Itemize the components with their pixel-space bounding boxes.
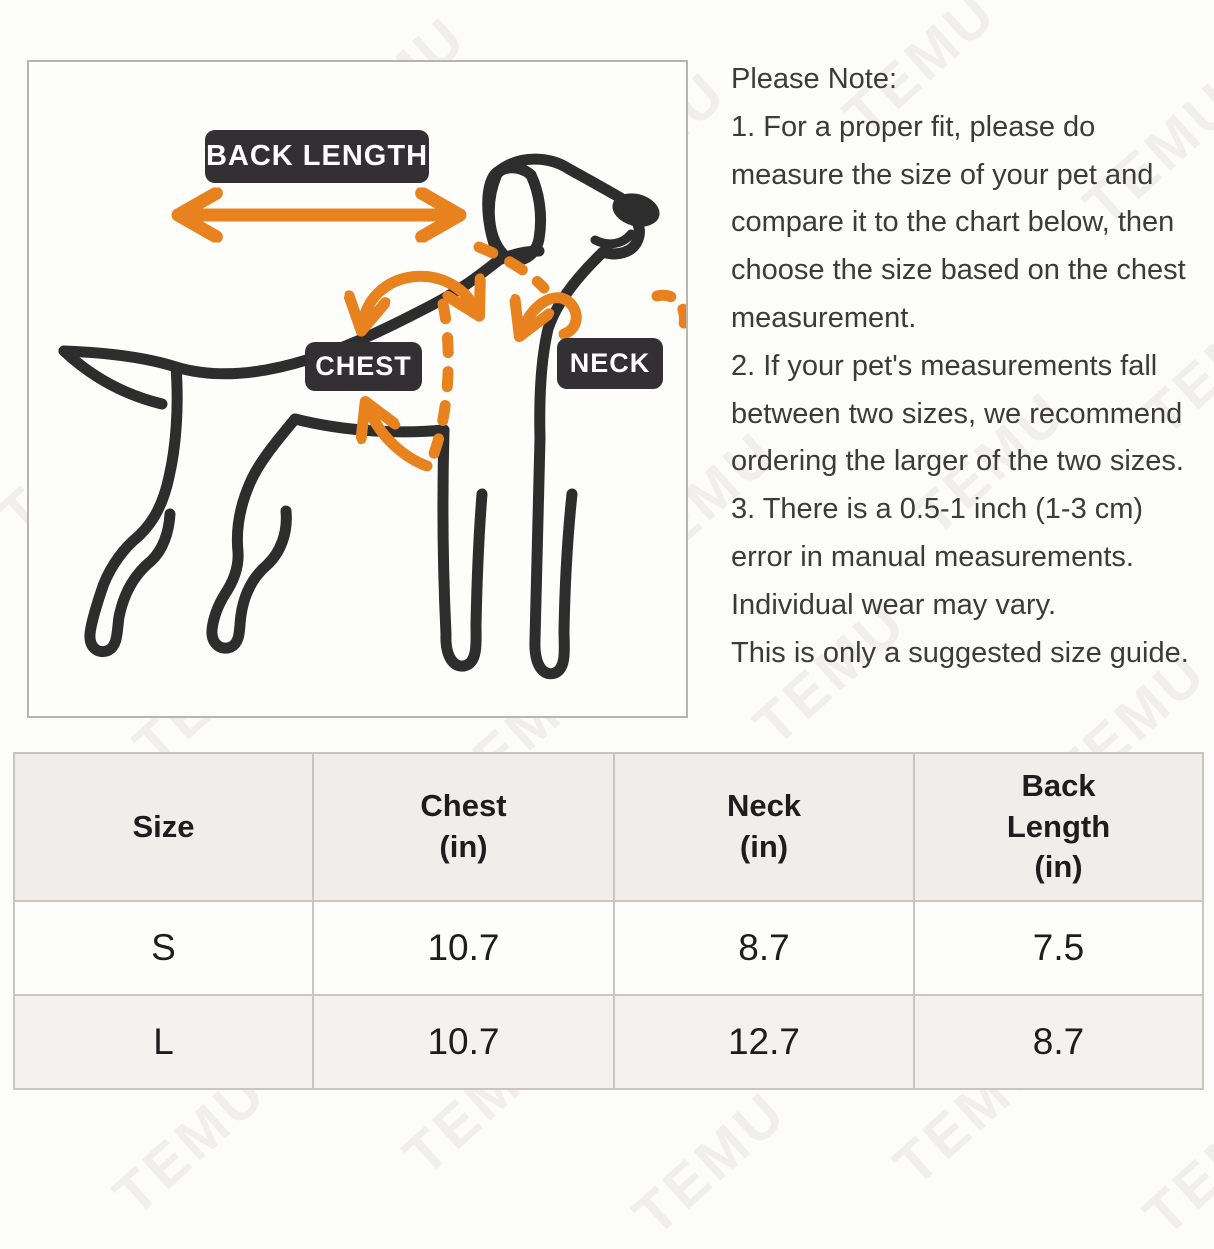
note-text: Please Note: 1. For a proper fit, please… <box>731 56 1213 677</box>
note-heading: Please Note: <box>731 63 898 95</box>
back-length-cell: 8.7 <box>913 996 1202 1088</box>
note-line: 3. There is a 0.5-1 inch (1-3 cm) <box>731 493 1144 526</box>
neck-cell: 12.7 <box>613 996 913 1088</box>
column-header-neck: Neck (in) <box>613 754 913 900</box>
dog-tail <box>58 345 168 410</box>
dog-outline <box>58 153 660 680</box>
dog-front-leg <box>437 424 488 672</box>
note-line: choose the size based on the chest <box>731 254 1186 287</box>
back-length-cell: 7.5 <box>913 902 1202 994</box>
size-cell: S <box>15 902 312 994</box>
temu-watermark: TEMU <box>621 1079 799 1248</box>
note-line: 2. If your pet's measurements fall <box>731 349 1158 382</box>
size-table: Size Chest (in) Neck (in) Back Length (i… <box>13 752 1204 1090</box>
table-header-row: Size Chest (in) Neck (in) Back Length (i… <box>15 754 1202 900</box>
temu-watermark: TEMU <box>1131 1079 1214 1248</box>
measurement-marks <box>189 215 686 472</box>
dog-illustration <box>58 153 686 680</box>
chest-girth-top-arrow <box>363 270 475 322</box>
size-cell: L <box>15 996 312 1088</box>
dog-hind-leg <box>206 413 301 654</box>
column-header-chest: Chest (in) <box>312 754 613 900</box>
back-length-label: BACK LENGTH <box>205 130 429 183</box>
note-line: measure the size of your pet and <box>731 158 1154 191</box>
neck-girth-dashed-right <box>651 289 686 330</box>
column-header-size: Size <box>15 754 312 900</box>
note-line: error in manual measurements. <box>731 540 1134 573</box>
neck-girth-dashed <box>473 241 550 294</box>
column-header-back-length: Back Length (in) <box>913 754 1202 900</box>
note-line: This is only a suggested size guide. <box>731 636 1189 669</box>
neck-girth-arrow <box>523 292 582 334</box>
note-line: 1. For a proper fit, please do <box>731 110 1096 143</box>
note-line: ordering the larger of the two sizes. <box>731 445 1184 478</box>
chest-cell: 10.7 <box>312 996 613 1088</box>
table-row-l: L 10.7 12.7 8.7 <box>15 994 1202 1088</box>
dog-ear <box>483 162 547 266</box>
note-line: compare it to the chart below, then <box>731 206 1175 239</box>
dog-nose <box>612 193 660 227</box>
dog-tail <box>58 345 182 373</box>
note-line: between two sizes, we recommend <box>731 397 1183 430</box>
dog-front-leg <box>529 432 578 680</box>
note-line: measurement. <box>731 301 917 334</box>
chest-cell: 10.7 <box>312 902 613 994</box>
note-line: Individual wear may vary. <box>731 588 1057 621</box>
dog-hind-leg <box>84 361 183 658</box>
chest-girth-bottom-arrow <box>369 410 433 472</box>
chest-label: CHEST <box>305 342 422 391</box>
dog-measurement-diagram: BACK LENGTH CHEST NECK <box>27 60 688 718</box>
neck-cell: 8.7 <box>613 902 913 994</box>
chest-girth-dashed <box>423 298 454 472</box>
neck-label: NECK <box>557 338 663 389</box>
table-row-s: S 10.7 8.7 7.5 <box>15 900 1202 994</box>
dog-mouth <box>590 229 636 249</box>
